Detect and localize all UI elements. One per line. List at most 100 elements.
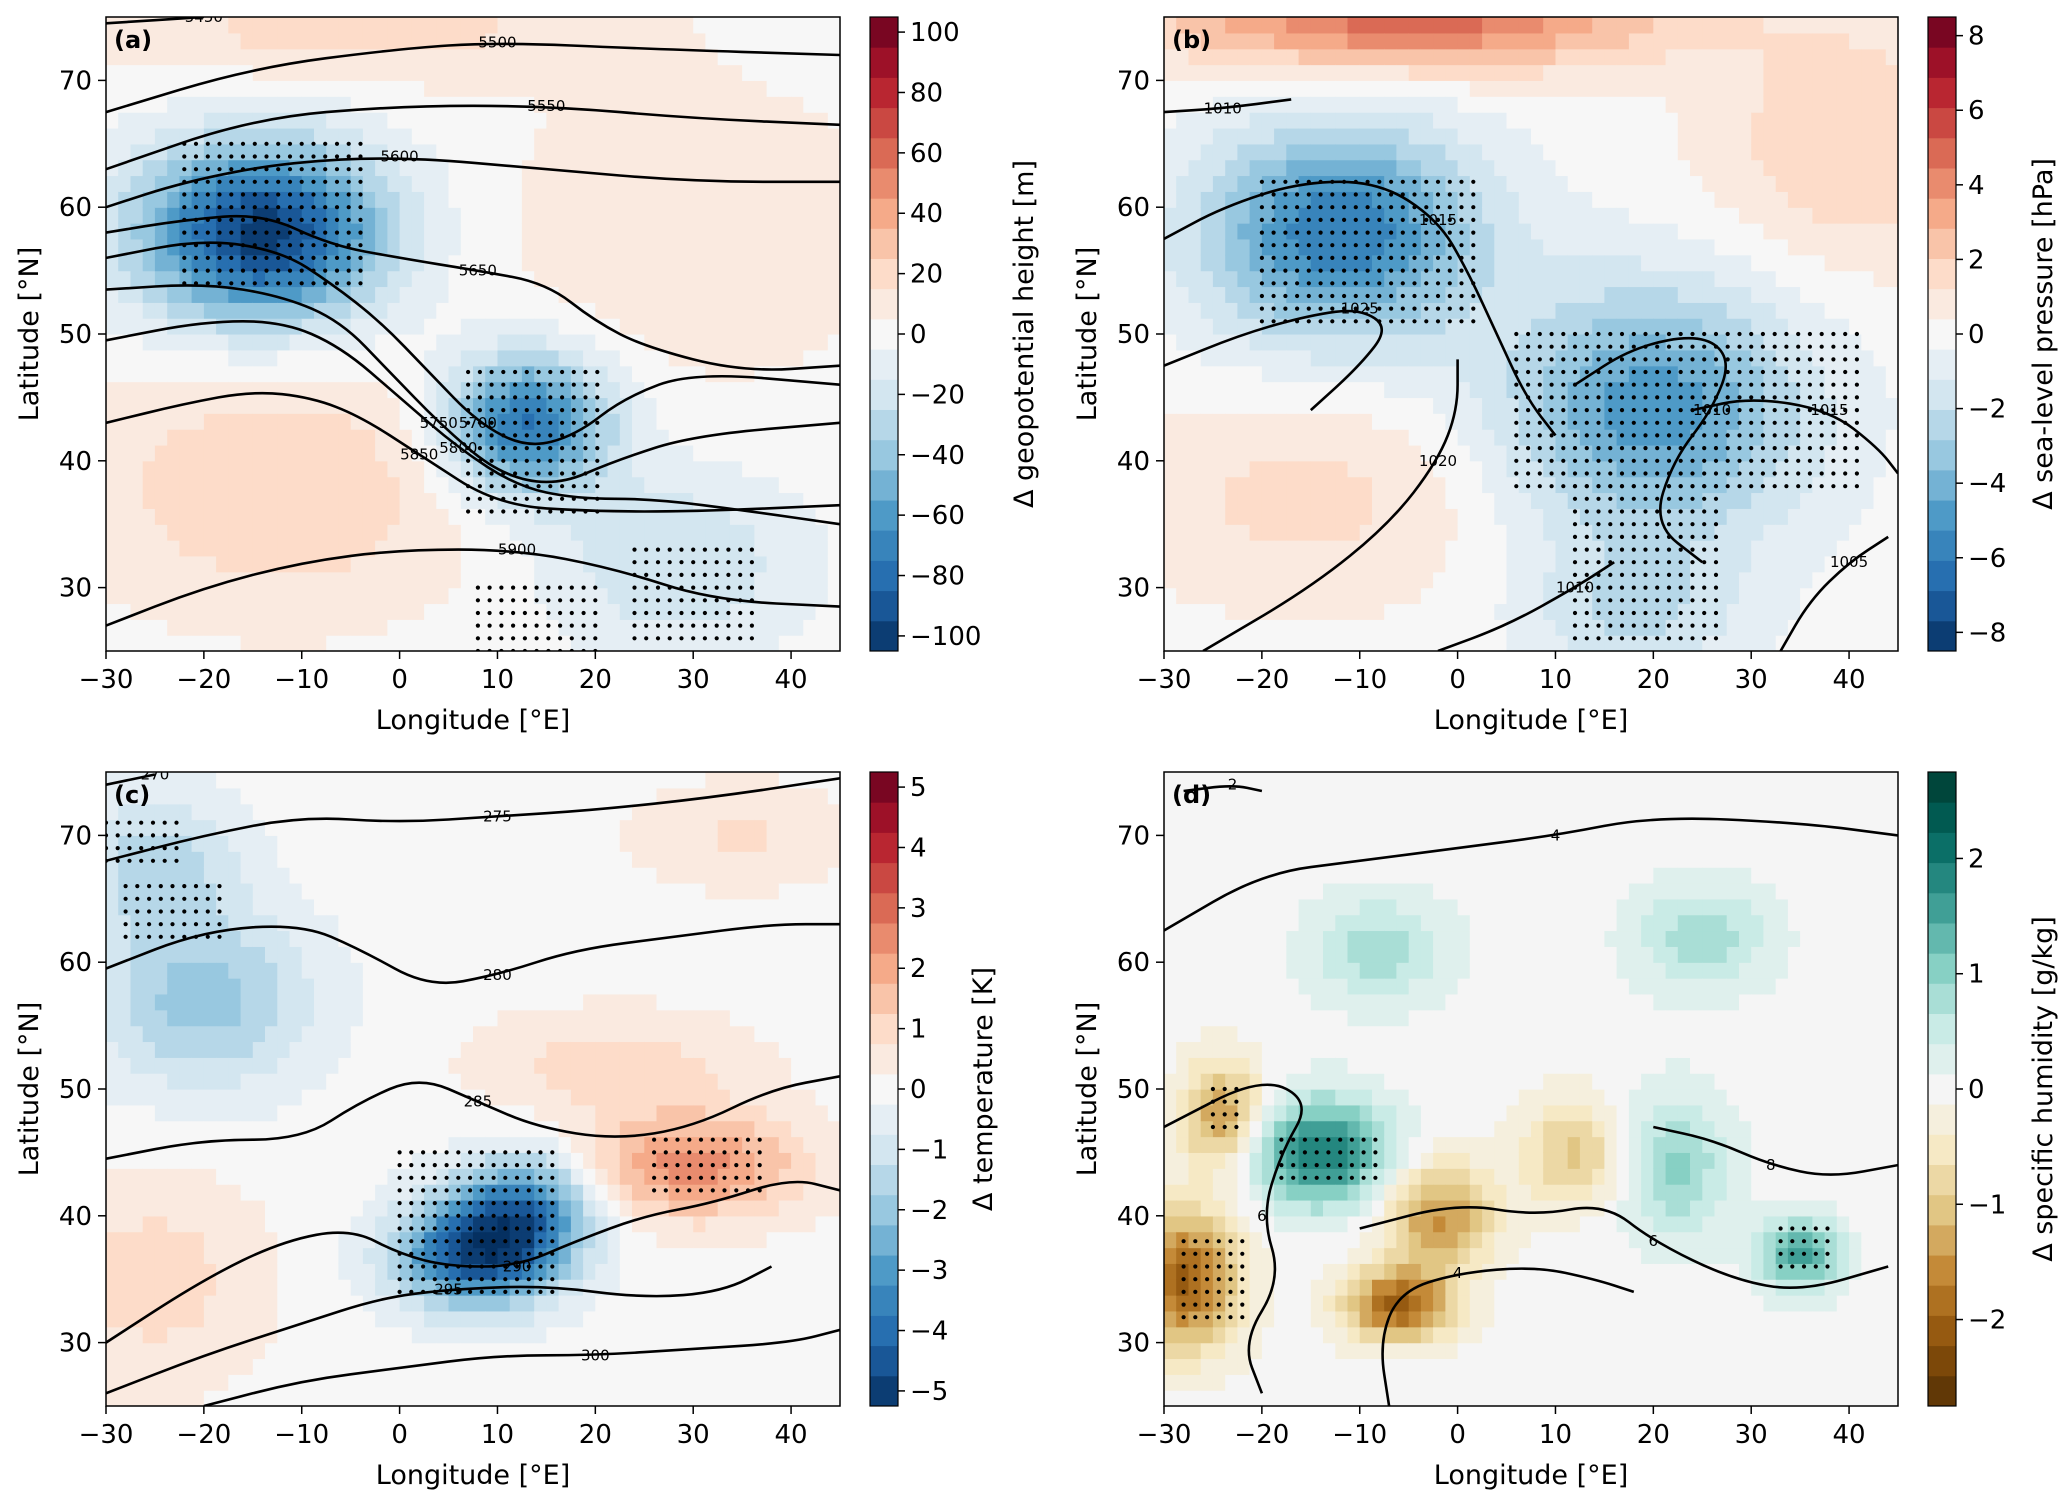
stipple-dot [323,230,328,235]
contour-label: 4 [1551,826,1561,844]
stipple-dot [252,154,257,159]
stipple-dot [1678,598,1683,603]
stipple-dot [1400,319,1405,324]
stipple-dot [560,433,565,438]
stipple-dot [1643,458,1648,463]
stipple-dot [1819,382,1824,387]
stipple-dot [1643,547,1648,552]
stipple-dot [1807,331,1812,337]
stipple-dot [252,217,257,222]
stipple-dot [182,255,187,260]
stipple-dot [264,281,269,286]
stipple-dot [1400,179,1405,184]
colorbar-swatch [1928,137,1956,169]
stipple-dot [477,433,482,438]
stipple-dot [466,471,471,476]
stipple-dot [560,382,565,387]
stipple-dot [1796,458,1801,463]
stipple-dot [432,1239,437,1244]
stipple-dot [1584,560,1589,565]
stipple-dot [182,205,187,210]
stipple-dot [1713,331,1719,337]
stipple-dot [595,433,600,438]
x-tick-label: −20 [1234,1420,1289,1450]
contour-line [1653,1125,1898,1176]
stipple-dot [536,395,541,400]
stipple-dot [323,167,328,172]
stipple-dot [444,1226,449,1231]
stipple-dot [1447,306,1452,311]
colorbar-swatch [1928,258,1956,290]
stipple-dot [691,572,696,578]
stipple-dot [652,1150,657,1155]
stipple-dot [514,1277,520,1282]
stipple-dot [571,446,576,451]
stipple-dot [1514,420,1519,425]
stipple-dot [1666,331,1672,337]
colorbar-tick-label: 5 [910,773,927,803]
colorbar-swatch [1928,168,1956,199]
stipple-dot [1240,1239,1245,1244]
stipple-dot [1228,1315,1233,1320]
stipple-dot [127,820,132,825]
stipple-dot [1807,458,1812,463]
stipple-dot [538,1163,543,1168]
stipple-dot [311,243,316,248]
stipple-dot [514,1264,520,1269]
stipple-dot [1318,306,1323,311]
stipple-dot [1843,331,1848,337]
stipple-dot [477,509,482,514]
stipple-dot [311,192,316,197]
stipple-dot [546,610,551,616]
stipple-dot [1749,344,1754,349]
stipple-dot [323,141,328,146]
stipple-dot [536,458,541,463]
stipple-dot [1447,319,1452,324]
colorbar-swatch [1928,1194,1956,1226]
stipple-dot [193,154,199,159]
stipple-dot [1678,623,1683,628]
stipple-dot [1807,357,1812,362]
stipple-dot [1584,344,1589,349]
stipple-dot [1181,1239,1186,1244]
stipple-dot [513,458,518,463]
stipple-dot [698,1175,704,1180]
stipple-dot [514,1213,520,1218]
stipple-dot [538,1277,543,1282]
stipple-dot [1596,547,1601,552]
stipple-dot [1330,306,1335,311]
stipple-dot [162,833,167,838]
stipple-dot [1807,369,1812,375]
stipple-dot [1537,471,1542,476]
stipple-dot [240,141,246,146]
stipple-dot [1283,281,1288,286]
stipple-dot [702,547,708,552]
stipple-dot [409,1264,414,1269]
stipple-dot [1725,331,1730,337]
stipple-dot [538,1226,543,1231]
stipple-dot [583,420,588,425]
stipple-dot [1302,1175,1307,1180]
stipple-dot [1796,344,1801,349]
stipple-dot [1702,610,1707,616]
stipple-dot [734,1175,739,1180]
stipple-dot [217,922,222,927]
stipple-dot [1784,382,1789,387]
x-tick-label: 10 [481,665,514,695]
stipple-dot [1631,522,1636,527]
colorbar-swatch [870,379,898,410]
stipple-dot [571,382,576,387]
stipple-dot [1760,382,1765,387]
colorbar-swatch [1928,923,1956,954]
stipple-dot [1702,344,1707,349]
stipple-dot [409,1213,414,1218]
stipple-dot [687,1163,692,1168]
stipple-dot [558,623,563,628]
stipple-dot [522,623,528,628]
stipple-dot [135,909,140,914]
stipple-dot [1471,293,1476,299]
stipple-dot [182,154,187,159]
stipple-dot [444,1277,449,1282]
stipple-dot [205,281,210,286]
stipple-dot [1831,382,1836,387]
